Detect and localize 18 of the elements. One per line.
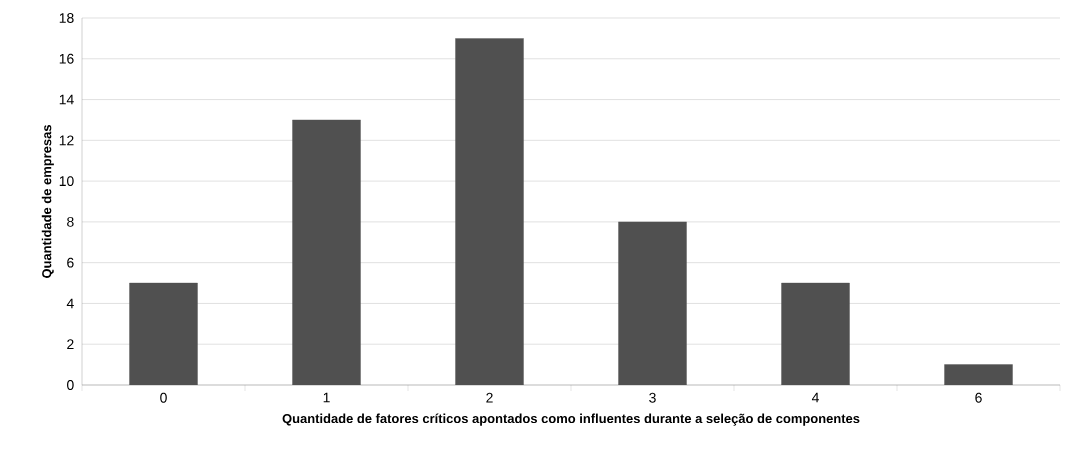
y-tick-label: 4: [66, 298, 74, 309]
y-tick-label: 14: [59, 94, 74, 105]
x-axis-title: Quantidade de fatores críticos apontados como influentes durante a seleção de componentes: [282, 413, 860, 426]
y-tick-label: 8: [67, 216, 74, 227]
y-tick-label: 18: [59, 13, 74, 23]
y-tick-label: 0: [67, 380, 74, 390]
x-tick-label: 4: [811, 392, 819, 403]
x-tick-label: 2: [486, 392, 493, 403]
y-tick-label: 2: [67, 339, 74, 350]
x-tick-label: 0: [160, 392, 167, 403]
y-tick-label: 12: [59, 135, 74, 146]
x-tick-label: 3: [649, 392, 656, 403]
y-tick-label: 16: [59, 53, 74, 64]
y-tick-label: 10: [59, 176, 74, 187]
x-tick-label: 6: [975, 392, 982, 403]
y-axis-title: Quantidade de empresas: [41, 125, 54, 278]
x-tick-label: 1: [323, 392, 330, 403]
y-tick-label: 6: [67, 257, 74, 268]
